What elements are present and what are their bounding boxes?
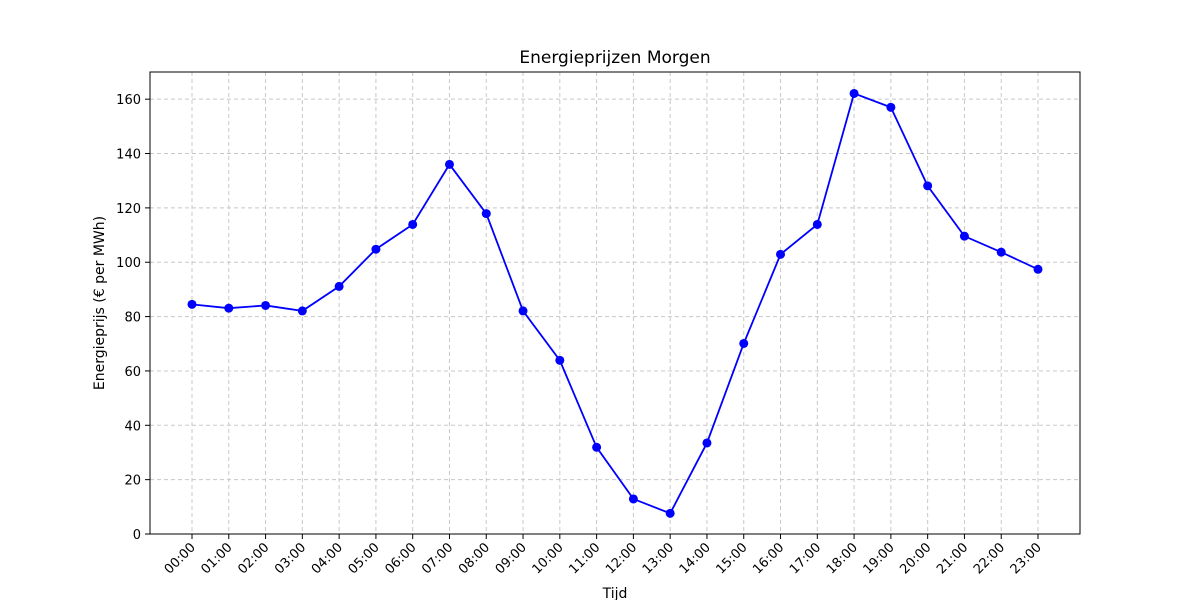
y-tick-label: 20 (124, 474, 141, 489)
data-point (812, 219, 822, 229)
data-point (555, 355, 565, 365)
y-axis-label: Energieprijs (€ per MWh) (92, 216, 108, 390)
data-point (996, 247, 1006, 257)
y-tick-label: 60 (124, 365, 141, 380)
y-tick-label: 0 (133, 528, 141, 543)
y-tick-label: 120 (116, 202, 141, 217)
data-point (371, 244, 381, 254)
data-point (408, 219, 418, 229)
data-point (886, 102, 896, 112)
data-point (518, 306, 528, 316)
y-tick-label: 40 (124, 419, 141, 434)
y-tick-label: 100 (116, 256, 141, 271)
data-point (444, 159, 454, 169)
plot-frame (149, 71, 1081, 535)
data-point (923, 181, 933, 191)
data-point (702, 438, 712, 448)
chart-title: Energieprijzen Morgen (519, 48, 710, 68)
data-point (297, 306, 307, 316)
data-point (1033, 264, 1043, 274)
data-point (849, 88, 859, 98)
data-point (187, 299, 197, 309)
data-point (261, 300, 271, 310)
series-layer (187, 88, 1043, 518)
data-point (628, 494, 638, 504)
data-point (481, 209, 491, 219)
y-tick-label: 160 (116, 93, 141, 108)
x-axis-label: Tijd (602, 586, 628, 600)
y-tick-label: 80 (124, 311, 141, 326)
data-point (776, 249, 786, 259)
data-point (665, 508, 675, 518)
data-point (592, 442, 602, 452)
data-point (739, 338, 749, 348)
y-tick-label: 140 (116, 148, 141, 163)
data-point (224, 303, 234, 313)
data-point (334, 281, 344, 291)
series-line (191, 92, 1039, 515)
data-point (959, 231, 969, 241)
